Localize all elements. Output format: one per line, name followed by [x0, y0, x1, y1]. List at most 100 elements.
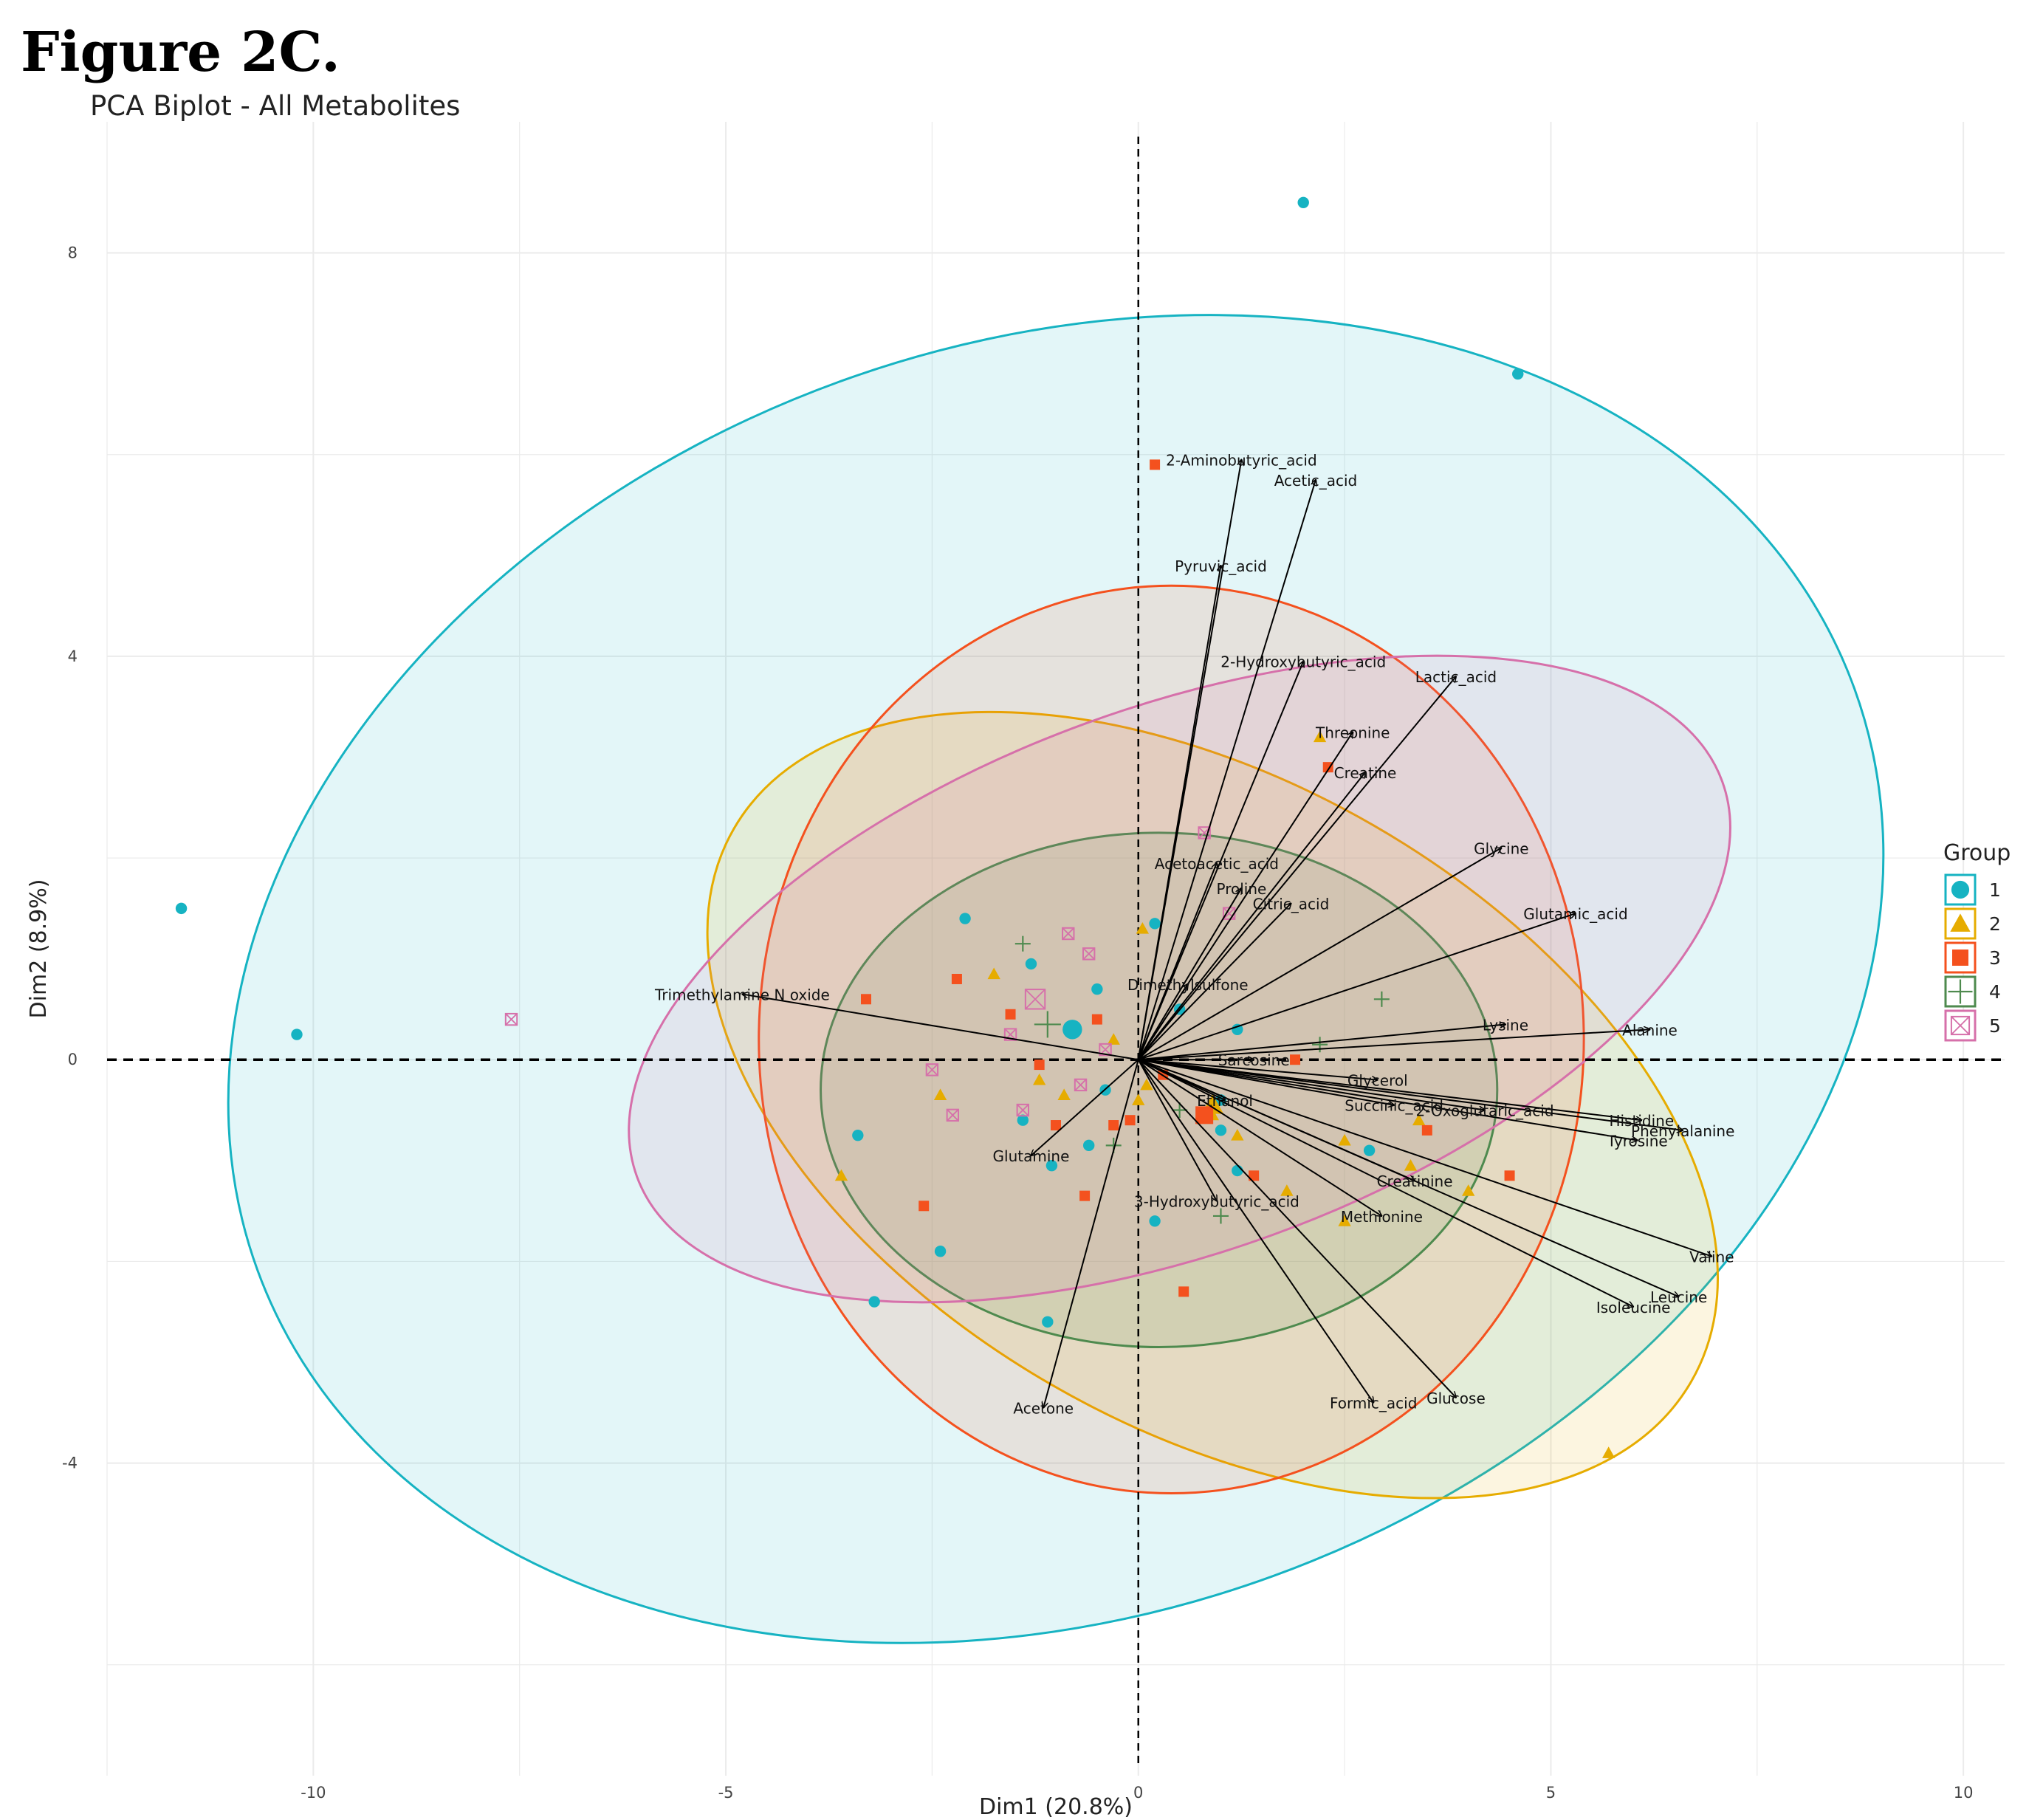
- point-group-2: [1032, 1073, 1046, 1085]
- loading-arrow: [1137, 566, 1221, 1060]
- grid: [106, 122, 2005, 1776]
- point-group-1: [1017, 1114, 1029, 1126]
- loading-label: 3-Hydroxybutyric_acid: [1134, 1192, 1299, 1210]
- point-group-3: [1504, 1170, 1515, 1181]
- observation-points: [175, 196, 1615, 1458]
- x-tick-label: -5: [718, 1784, 734, 1802]
- group-centroids: [1024, 989, 1224, 1124]
- point-group-5: [925, 1063, 939, 1076]
- ellipse-group-5: [628, 654, 1731, 1304]
- point-group-1: [852, 1129, 864, 1141]
- point-group-3: [1034, 1060, 1045, 1071]
- point-group-1: [1297, 196, 1309, 208]
- confidence-ellipses: [227, 314, 1885, 1644]
- loading-labels: 2-Aminobutyric_acid Acetic_acid Pyruvic_ac…: [654, 452, 1734, 1418]
- y-axis-title: Dim2 (8.9%): [26, 879, 52, 1019]
- x-tick-label: -10: [301, 1784, 326, 1802]
- loading-arrow: [1138, 1059, 1712, 1256]
- loading-label: Succinic_acid: [1345, 1097, 1443, 1115]
- loading-arrow: [1137, 662, 1303, 1060]
- point-group-3: [1178, 1286, 1189, 1297]
- point-group-1: [175, 902, 188, 915]
- loading-label: Isoleucine: [1596, 1299, 1671, 1316]
- point-group-5: [504, 1012, 518, 1026]
- loading-arrow: [1137, 772, 1365, 1060]
- centroid-group-1: [1062, 1020, 1082, 1040]
- point-group-1: [1149, 918, 1161, 930]
- point-group-4: [1373, 991, 1390, 1007]
- loading-arrow: [1138, 1059, 1642, 1120]
- centroid-group-3: [1195, 1106, 1214, 1124]
- loading-label: Sarcosine: [1218, 1051, 1290, 1069]
- loading-label: Leucine: [1650, 1288, 1707, 1306]
- loading-label: Methionine: [1341, 1208, 1423, 1226]
- loading-arrow: [1138, 1059, 1633, 1307]
- loading-arrow: [1137, 984, 1188, 1060]
- loading-label: Phenylalanine: [1631, 1122, 1734, 1140]
- point-group-2: [1412, 1113, 1426, 1126]
- point-group-2: [1313, 730, 1327, 743]
- point-group-2: [1140, 1078, 1153, 1091]
- loading-arrow: [1138, 1059, 1485, 1110]
- loading-label: Lactic_acid: [1415, 668, 1497, 686]
- loading-label: Acetoacetic_acid: [1155, 855, 1279, 873]
- point-group-1: [1363, 1144, 1376, 1156]
- loading-arrow: [1138, 1059, 1683, 1130]
- point-group-3: [1005, 1009, 1016, 1020]
- loading-arrow: [1138, 1059, 1638, 1140]
- point-group-2: [987, 967, 1000, 980]
- point-group-5: [1082, 947, 1096, 961]
- point-group-4: [1312, 1037, 1328, 1053]
- point-group-5: [1016, 1103, 1030, 1117]
- point-group-1: [959, 913, 971, 924]
- legend-marker-4: [1948, 979, 1973, 1004]
- loading-arrow: [1138, 1029, 1650, 1061]
- loading-label: Tyrosine: [1607, 1133, 1668, 1150]
- legend-label-5: 5: [1989, 1015, 2001, 1037]
- centroid-group-4: [1034, 1011, 1061, 1038]
- loading-arrow: [1138, 913, 1576, 1061]
- loading-label: Glycerol: [1347, 1072, 1408, 1090]
- point-group-2: [1231, 1129, 1244, 1141]
- legend-key-1: [1944, 873, 1977, 906]
- legend-title: Group: [1943, 840, 2011, 866]
- legend: Group 1 2 3 4 5: [1943, 840, 2011, 1042]
- loading-label: Creatinine: [1377, 1172, 1453, 1190]
- chart-title: PCA Biplot - All Metabolites: [90, 90, 461, 122]
- point-group-2: [1057, 1088, 1071, 1100]
- legend-marker-2: [1950, 913, 1971, 932]
- loading-label: Glutamine: [993, 1147, 1070, 1165]
- loading-label: Alanine: [1622, 1021, 1678, 1039]
- loading-label: Trimethylamine N oxide: [654, 986, 830, 1003]
- legend-marker-5: [1950, 1015, 1971, 1036]
- loading-arrow: [742, 994, 1139, 1061]
- loading-arrow: [1138, 1024, 1505, 1061]
- ellipse-group-3: [758, 584, 1585, 1495]
- point-group-2: [1338, 1133, 1351, 1146]
- y-tick-label: 0: [68, 1051, 78, 1068]
- loading-label: Ethanol: [1197, 1092, 1253, 1110]
- point-group-1: [934, 1246, 947, 1257]
- point-group-1: [1149, 1215, 1161, 1227]
- point-group-1: [1082, 1139, 1095, 1152]
- point-group-1: [1045, 1159, 1058, 1172]
- loading-arrow: [1137, 1059, 1217, 1201]
- loading-arrow: [1137, 1059, 1373, 1402]
- loading-arrow: [1138, 1059, 1456, 1398]
- loading-label: Citric_acid: [1253, 896, 1330, 913]
- point-group-2: [1280, 1184, 1294, 1196]
- point-group-1: [868, 1296, 880, 1308]
- point-group-5: [1062, 927, 1075, 941]
- loading-arrow: [1138, 1059, 1679, 1297]
- legend-label-4: 4: [1989, 981, 2001, 1003]
- loading-arrow: [1137, 888, 1242, 1060]
- reference-lines: [107, 137, 2005, 1768]
- point-group-2: [1601, 1446, 1615, 1458]
- loading-label: Creatine: [1334, 764, 1397, 782]
- point-group-2: [1404, 1158, 1418, 1171]
- loading-label: Proline: [1216, 880, 1266, 898]
- y-tick-label: 4: [68, 648, 78, 665]
- axis-ticks: -10 -5 0 5 10 8 4 0 -4: [62, 244, 1973, 1802]
- point-group-3: [1051, 1120, 1061, 1131]
- loading-arrow: [1137, 676, 1456, 1060]
